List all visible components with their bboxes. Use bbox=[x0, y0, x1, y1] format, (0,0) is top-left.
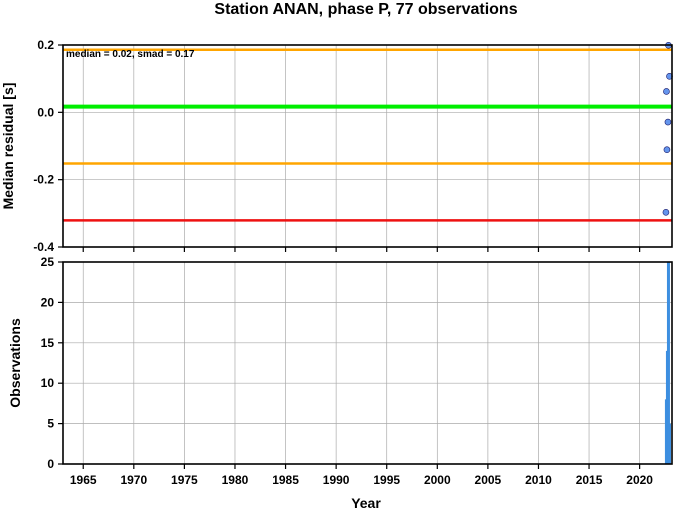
residual-grid bbox=[63, 44, 672, 248]
x-tick-label: 2000 bbox=[424, 473, 451, 487]
residual-y-axis-label: Median residual [s] bbox=[0, 83, 16, 210]
x-tick-label: 2020 bbox=[626, 473, 653, 487]
y-tick-label: 15 bbox=[41, 336, 55, 350]
x-tick-label: 1970 bbox=[120, 473, 147, 487]
residual-point bbox=[663, 88, 670, 95]
x-tick-label: 1990 bbox=[323, 473, 350, 487]
residual-point bbox=[664, 118, 672, 126]
observations-y-axis-label: Observations bbox=[7, 318, 23, 408]
chart-title: Station ANAN, phase P, 77 observations bbox=[214, 1, 517, 18]
x-tick-label: 1995 bbox=[373, 473, 400, 487]
y-tick-label: 10 bbox=[41, 376, 55, 390]
residual-panel: 0.2 0.0 -0.2 -0.4 median = 0.02, smad = 0.1… bbox=[0, 38, 673, 254]
x-tick-label: 2015 bbox=[576, 473, 603, 487]
observation-bar bbox=[666, 262, 669, 464]
y-tick-label: -0.4 bbox=[33, 240, 54, 254]
year-ticks: 1965 1970 1975 1980 1985 1990 1995 2000 2005 2010… bbox=[70, 464, 653, 487]
x-tick-label: 1980 bbox=[222, 473, 249, 487]
y-tick-label: -0.2 bbox=[33, 173, 54, 187]
observations-bars bbox=[664, 262, 671, 464]
observation-bar bbox=[668, 423, 671, 464]
residual-y-ticks: 0.2 0.0 -0.2 -0.4 bbox=[33, 38, 63, 254]
observation-bar bbox=[664, 399, 667, 464]
observations-grid bbox=[63, 261, 672, 465]
residual-points bbox=[662, 42, 673, 216]
observations-y-ticks: 0 5 10 15 20 25 bbox=[41, 255, 63, 471]
y-tick-label: 0.0 bbox=[37, 105, 54, 119]
observations-plot-frame bbox=[62, 261, 673, 465]
residual-x-ticks bbox=[82, 247, 641, 252]
y-tick-label: 0 bbox=[47, 457, 54, 471]
y-tick-label: 25 bbox=[41, 255, 55, 269]
x-tick-label: 1985 bbox=[272, 473, 299, 487]
x-tick-label: 1965 bbox=[70, 473, 97, 487]
x-tick-label: 1975 bbox=[171, 473, 198, 487]
y-tick-label: 0.2 bbox=[37, 38, 54, 52]
y-tick-label: 20 bbox=[41, 295, 55, 309]
residual-plot-frame bbox=[62, 44, 673, 248]
observation-bar bbox=[667, 262, 670, 464]
reference-lines bbox=[63, 48, 672, 222]
median-smad-annotation: median = 0.02, smad = 0.17 bbox=[66, 49, 195, 60]
observation-bar bbox=[665, 350, 668, 464]
observations-panel: 0 5 10 15 20 25 1965 1970 1975 1980 1985 1990 1995 2… bbox=[7, 255, 673, 511]
x-tick-label: 2005 bbox=[475, 473, 502, 487]
y-tick-label: 5 bbox=[47, 417, 54, 431]
x-tick-label: 2010 bbox=[525, 473, 552, 487]
residual-point bbox=[663, 146, 671, 154]
x-axis-label: Year bbox=[351, 495, 381, 511]
residual-point bbox=[662, 209, 670, 216]
